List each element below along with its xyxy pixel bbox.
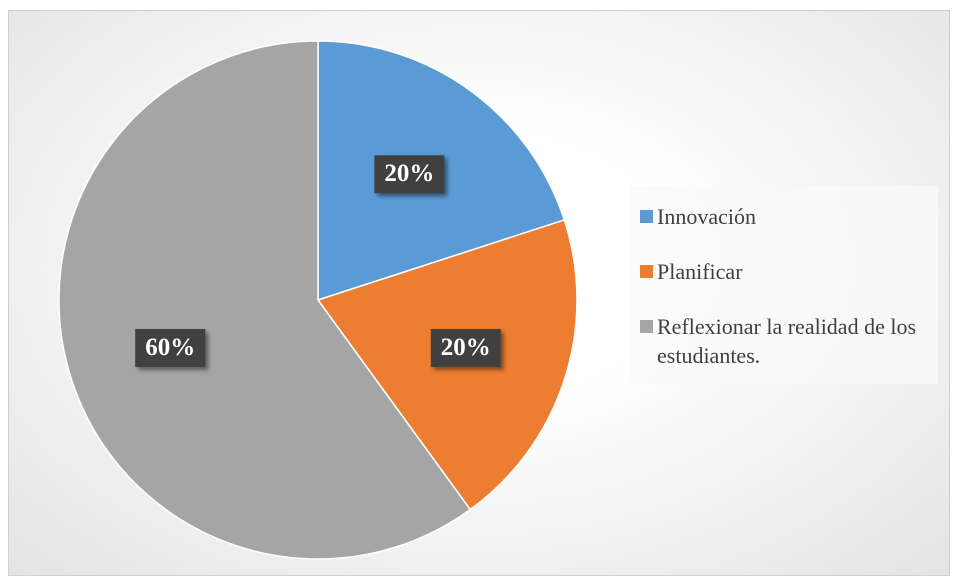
data-label-text: 20% <box>384 160 434 187</box>
legend-swatch <box>640 265 653 278</box>
legend-label: Reflexionar la realidad de los estudiant… <box>657 314 917 368</box>
data-label-text: 60% <box>145 334 195 361</box>
legend-label: Planificar <box>657 259 743 284</box>
data-label: 60% <box>135 329 206 368</box>
data-label: 20% <box>374 155 445 194</box>
data-label-box <box>135 329 206 368</box>
data-label: 20% <box>430 329 501 368</box>
legend-swatch <box>640 210 653 223</box>
pie-slice <box>58 40 472 560</box>
data-label-box <box>430 329 501 368</box>
legend-swatch <box>640 320 653 333</box>
legend-item: Innovación <box>638 202 930 231</box>
legend-item: Reflexionar la realidad de los estudiant… <box>638 312 930 370</box>
data-label-text: 20% <box>441 334 491 361</box>
legend: Innovación Planificar Reflexionar la reali… <box>630 186 938 384</box>
data-label-box <box>374 155 445 194</box>
legend-label: Innovación <box>657 204 756 229</box>
legend-item: Planificar <box>638 257 930 286</box>
